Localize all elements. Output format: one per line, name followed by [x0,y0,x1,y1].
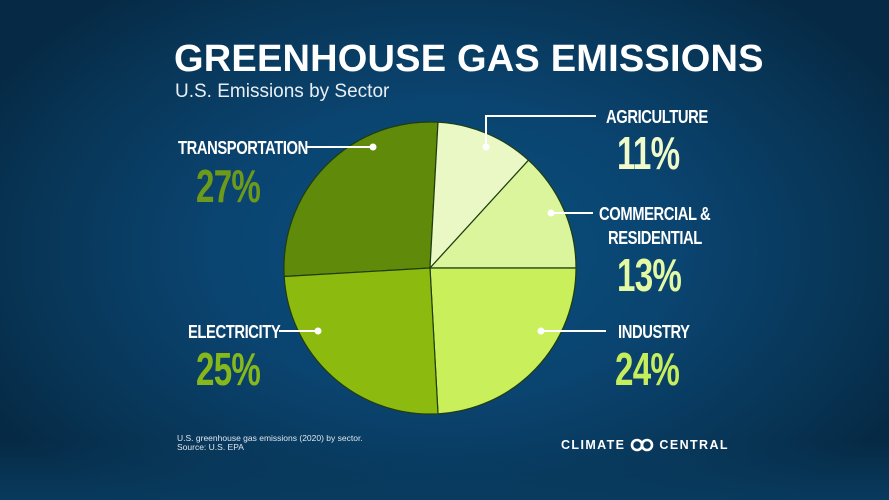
leader-lines [279,115,606,332]
footnote: U.S. greenhouse gas emissions (2020) by … [177,434,363,452]
value-transportation: 27% [196,160,261,212]
slice-electricity [283,267,439,415]
label-agriculture: AGRICULTURE [606,107,708,127]
climate-central-logo: CLIMATE CENTRAL [561,438,729,452]
label-commercial-line1: COMMERCIAL & [599,204,711,224]
footnote-source: Source: U.S. EPA [177,442,244,452]
chart-title: GREENHOUSE GAS EMISSIONS [174,38,764,80]
footnote-description: U.S. greenhouse gas emissions (2020) by … [177,433,363,443]
chart-subtitle: U.S. Emissions by Sector [175,81,390,102]
brand-word-left: CLIMATE [561,438,626,452]
slice-industry [429,267,577,415]
value-electricity: 25% [196,343,261,395]
value-agriculture: 11% [617,127,680,179]
label-commercial-line2: RESIDENTIAL [608,228,702,248]
value-industry: 24% [615,343,680,395]
slice-transportation [283,121,439,278]
leader-dots [314,143,555,335]
label-electricity: ELECTRICITY [188,322,281,342]
label-transportation: TRANSPORTATION [178,138,308,158]
background-glow [0,440,889,500]
leader-agriculture [485,115,596,147]
value-commercial-residential: 13% [617,249,682,301]
brand-word-right: CENTRAL [659,438,729,452]
slice-commercial-residential [428,159,577,269]
infinity-logo-icon [631,438,654,452]
label-industry: INDUSTRY [618,322,690,342]
